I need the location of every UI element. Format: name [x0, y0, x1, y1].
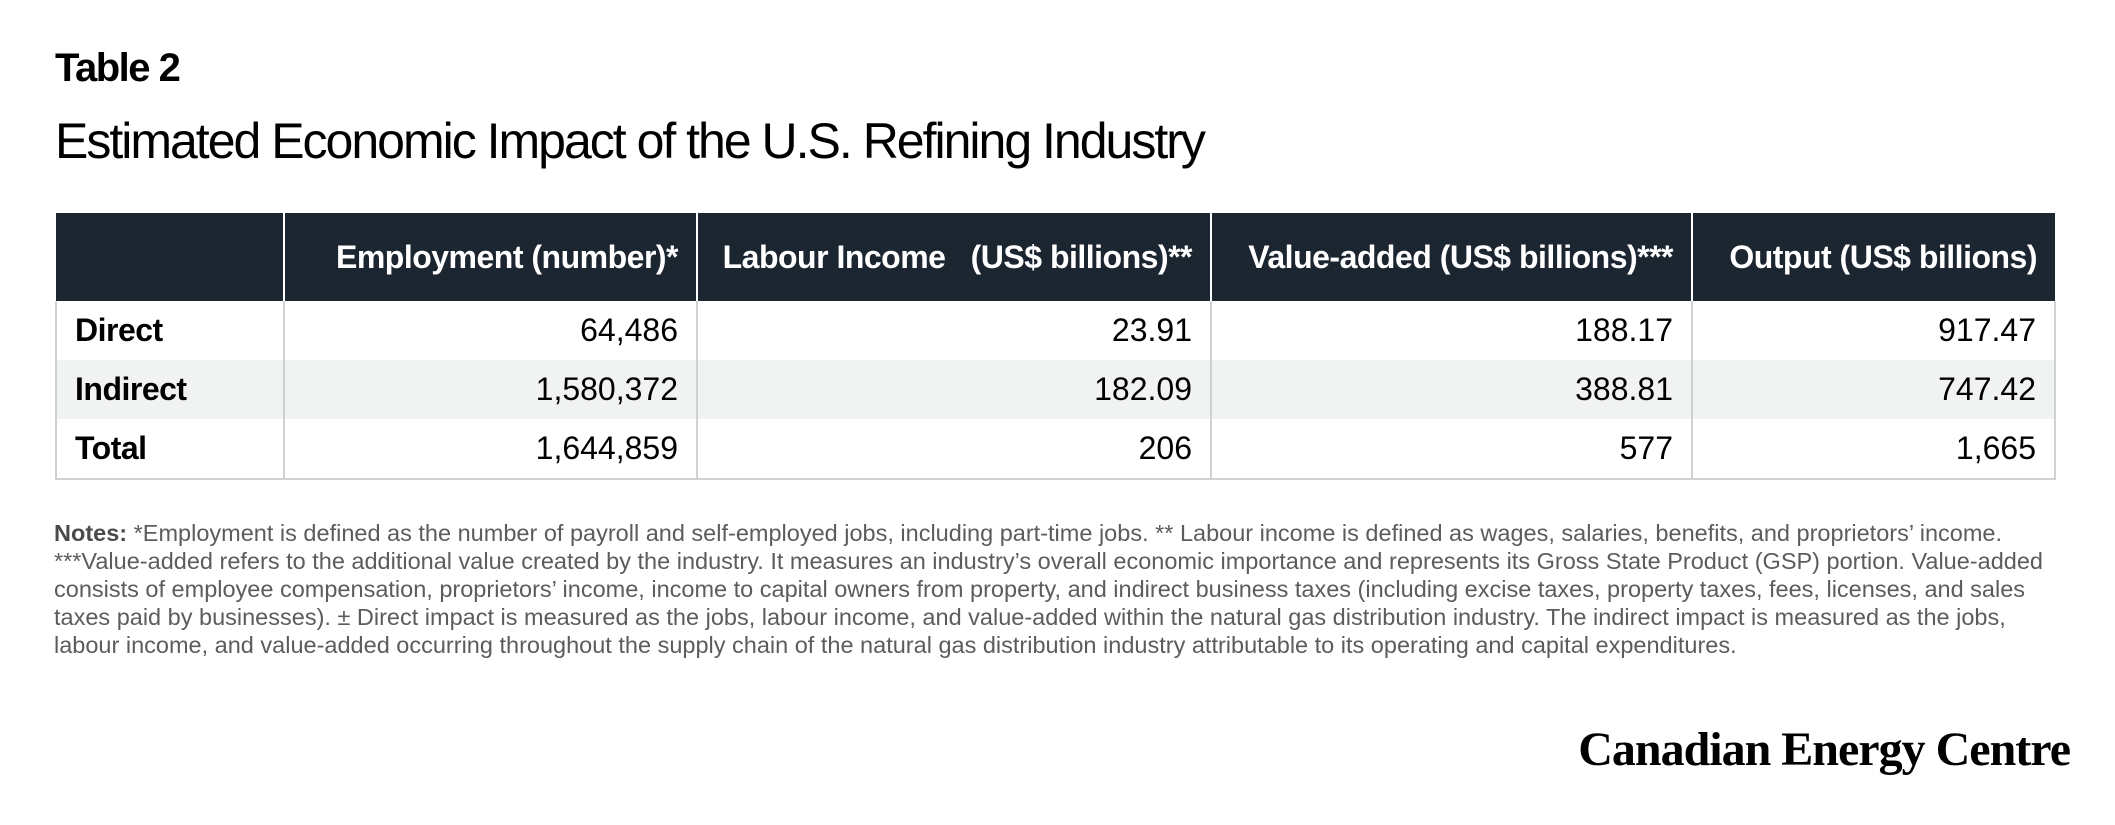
cell-employment: 64,486: [283, 301, 697, 360]
table-title: Estimated Economic Impact of the U.S. Re…: [55, 113, 1206, 169]
table-header-row: Employment (number)* Labour Income (US$ …: [56, 213, 2055, 301]
cell-labour-income: 206: [696, 419, 1211, 480]
cell-value-added: 188.17: [1210, 301, 1692, 360]
cell-output: 1,665: [1691, 419, 2056, 480]
cell-output: 747.42: [1691, 360, 2056, 419]
cell-value-added: 577: [1210, 419, 1692, 480]
header-blank: [56, 213, 284, 301]
table-row: Total 1,644,859 206 577 1,665: [55, 419, 2056, 480]
cell-employment: 1,644,859: [283, 419, 697, 480]
cell-labour-income: 23.91: [696, 301, 1211, 360]
brand-logo: Canadian Energy Centre: [1578, 723, 2071, 776]
table-notes: Notes: *Employment is defined as the num…: [54, 519, 2064, 659]
cell-employment: 1,580,372: [283, 360, 697, 419]
cell-labour-income: 182.09: [696, 360, 1211, 419]
row-label: Total: [55, 419, 284, 480]
row-label: Indirect: [55, 360, 284, 419]
table-row: Indirect 1,580,372 182.09 388.81 747.42: [55, 360, 2056, 419]
row-label: Direct: [55, 301, 284, 360]
notes-text: *Employment is defined as the number of …: [54, 520, 2043, 658]
cell-output: 917.47: [1691, 301, 2056, 360]
notes-label: Notes:: [54, 520, 128, 546]
table-row: Direct 64,486 23.91 188.17 917.47: [55, 301, 2056, 360]
header-value-added: Value-added (US$ billions)***: [1210, 213, 1692, 301]
header-labour-income: Labour Income (US$ billions)**: [696, 213, 1211, 301]
cell-value-added: 388.81: [1210, 360, 1692, 419]
header-output: Output (US$ billions): [1691, 213, 2055, 301]
table-number: Table 2: [55, 46, 181, 90]
impact-table: Employment (number)* Labour Income (US$ …: [55, 213, 2056, 480]
header-employment: Employment (number)*: [283, 213, 697, 301]
